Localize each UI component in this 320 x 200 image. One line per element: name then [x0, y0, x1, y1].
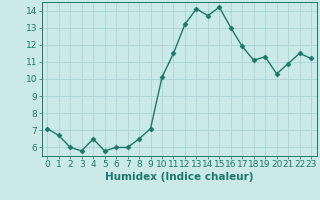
X-axis label: Humidex (Indice chaleur): Humidex (Indice chaleur)	[105, 172, 253, 182]
